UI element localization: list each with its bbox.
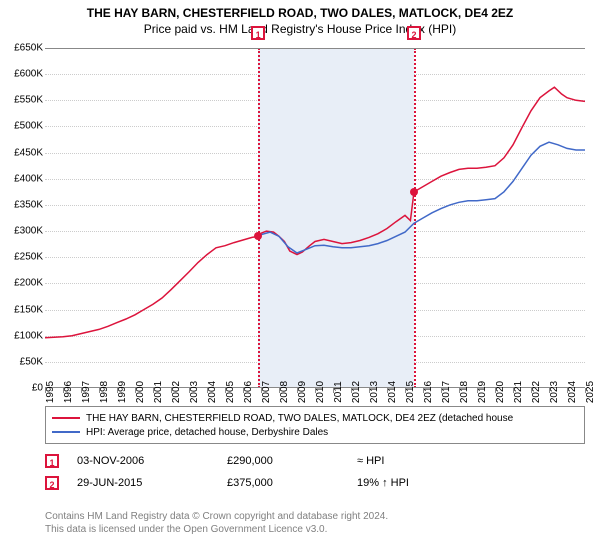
- legend-label-hpi: HPI: Average price, detached house, Derb…: [86, 427, 328, 438]
- legend-item-hpi: HPI: Average price, detached house, Derb…: [52, 425, 578, 439]
- sales-price-2: £375,000: [227, 477, 357, 489]
- x-tick-label: 2001: [153, 381, 164, 403]
- sales-marker-2: 2: [45, 476, 59, 490]
- y-tick-label: £0: [32, 383, 43, 394]
- x-tick-label: 2006: [243, 381, 254, 403]
- title-address: THE HAY BARN, CHESTERFIELD ROAD, TWO DAL…: [0, 6, 600, 20]
- y-tick-label: £200K: [14, 278, 43, 289]
- x-tick-label: 1999: [117, 381, 128, 403]
- legend-label-property: THE HAY BARN, CHESTERFIELD ROAD, TWO DAL…: [86, 413, 513, 424]
- legend-swatch-red: [52, 417, 80, 419]
- x-tick-label: 2004: [207, 381, 218, 403]
- x-tick-label: 2014: [387, 381, 398, 403]
- x-tick-label: 2022: [531, 381, 542, 403]
- x-tick-label: 2013: [369, 381, 380, 403]
- legend-box: THE HAY BARN, CHESTERFIELD ROAD, TWO DAL…: [45, 406, 585, 444]
- x-tick-label: 2024: [567, 381, 578, 403]
- x-tick-label: 2015: [405, 381, 416, 403]
- sales-date-1: 03-NOV-2006: [77, 455, 227, 467]
- x-tick-label: 2008: [279, 381, 290, 403]
- footer-line2: This data is licensed under the Open Gov…: [45, 523, 585, 536]
- x-tick-label: 2021: [513, 381, 524, 403]
- sales-marker-1: 1: [45, 454, 59, 468]
- x-tick-label: 2012: [351, 381, 362, 403]
- x-tick-label: 2018: [459, 381, 470, 403]
- sales-table: 1 03-NOV-2006 £290,000 ≈ HPI 2 29-JUN-20…: [45, 450, 585, 494]
- x-tick-label: 2017: [441, 381, 452, 403]
- y-tick-label: £100K: [14, 330, 43, 341]
- sales-price-1: £290,000: [227, 455, 357, 467]
- x-tick-label: 2009: [297, 381, 308, 403]
- legend-item-property: THE HAY BARN, CHESTERFIELD ROAD, TWO DAL…: [52, 411, 578, 425]
- footer-line1: Contains HM Land Registry data © Crown c…: [45, 510, 585, 523]
- x-tick-label: 2002: [171, 381, 182, 403]
- y-tick-label: £600K: [14, 69, 43, 80]
- title-subtitle: Price paid vs. HM Land Registry's House …: [0, 22, 600, 36]
- x-tick-label: 2005: [225, 381, 236, 403]
- line-series-svg: [45, 48, 585, 388]
- sales-diff-2: 19% ↑ HPI: [357, 477, 507, 489]
- chart-container: THE HAY BARN, CHESTERFIELD ROAD, TWO DAL…: [0, 0, 600, 560]
- x-tick-label: 2011: [333, 381, 344, 403]
- y-tick-label: £250K: [14, 252, 43, 263]
- x-tick-label: 2007: [261, 381, 272, 403]
- sales-diff-1: ≈ HPI: [357, 455, 507, 467]
- sale-dot: [410, 188, 418, 196]
- series-hpi: [258, 142, 585, 253]
- x-tick-label: 2000: [135, 381, 146, 403]
- y-tick-label: £50K: [20, 356, 43, 367]
- x-tick-label: 2023: [549, 381, 560, 403]
- sale-dot: [254, 232, 262, 240]
- x-tick-label: 2010: [315, 381, 326, 403]
- sales-date-2: 29-JUN-2015: [77, 477, 227, 489]
- y-tick-label: £350K: [14, 199, 43, 210]
- y-tick-label: £150K: [14, 304, 43, 315]
- sales-row-2: 2 29-JUN-2015 £375,000 19% ↑ HPI: [45, 472, 585, 494]
- x-tick-label: 2019: [477, 381, 488, 403]
- title-block: THE HAY BARN, CHESTERFIELD ROAD, TWO DAL…: [0, 0, 600, 36]
- y-tick-label: £550K: [14, 95, 43, 106]
- x-tick-label: 1998: [99, 381, 110, 403]
- y-tick-label: £400K: [14, 173, 43, 184]
- sale-marker-box: 1: [251, 26, 265, 40]
- x-tick-label: 1996: [63, 381, 74, 403]
- chart-area: £0£50K£100K£150K£200K£250K£300K£350K£400…: [45, 48, 585, 388]
- y-tick-label: £300K: [14, 226, 43, 237]
- x-tick-label: 1997: [81, 381, 92, 403]
- x-tick-label: 2025: [585, 381, 596, 403]
- series-property: [45, 87, 585, 338]
- x-tick-label: 2003: [189, 381, 200, 403]
- sales-row-1: 1 03-NOV-2006 £290,000 ≈ HPI: [45, 450, 585, 472]
- footer-attribution: Contains HM Land Registry data © Crown c…: [45, 510, 585, 536]
- y-tick-label: £650K: [14, 43, 43, 54]
- legend-swatch-blue: [52, 431, 80, 433]
- sale-marker-box: 2: [407, 26, 421, 40]
- x-tick-label: 2016: [423, 381, 434, 403]
- x-tick-label: 2020: [495, 381, 506, 403]
- x-tick-label: 1995: [45, 381, 56, 403]
- y-tick-label: £500K: [14, 121, 43, 132]
- y-tick-label: £450K: [14, 147, 43, 158]
